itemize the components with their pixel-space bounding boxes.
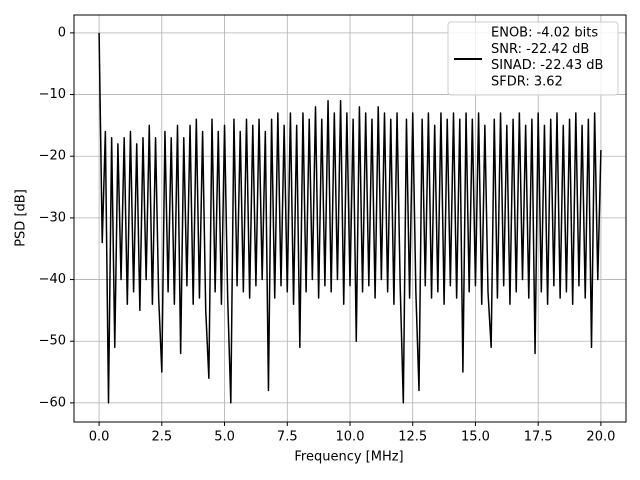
legend-label: SINAD: -22.43 dB <box>491 58 603 73</box>
x-axis-label: Frequency [MHz] <box>294 450 403 465</box>
x-tick-label: 15.0 <box>461 430 490 445</box>
x-tick-label: 20.0 <box>586 430 615 445</box>
legend-label: SFDR: 3.62 <box>491 74 563 89</box>
x-tick-label: 7.5 <box>277 430 298 445</box>
y-axis-label: PSD [dB] <box>14 189 29 247</box>
legend-label: ENOB: -4.02 bits <box>491 26 598 41</box>
y-tick-label: −30 <box>39 210 66 225</box>
y-tick-label: −10 <box>39 87 66 102</box>
y-tick-label: −40 <box>39 272 66 287</box>
psd-line <box>98 32 602 404</box>
y-tick-label: 0 <box>58 25 66 40</box>
y-tick-label: −50 <box>39 334 66 349</box>
y-tick-label: −20 <box>39 149 66 164</box>
x-tick-label: 12.5 <box>398 430 427 445</box>
x-tick-label: 17.5 <box>524 430 553 445</box>
axes-frame <box>73 14 627 423</box>
legend-box <box>447 21 619 96</box>
x-tick-label: 2.5 <box>151 430 172 445</box>
x-tick-label: 10.0 <box>336 430 365 445</box>
x-tick-label: 5.0 <box>214 430 235 445</box>
legend-label: SNR: -22.42 dB <box>491 42 589 57</box>
y-tick-label: −60 <box>39 395 66 410</box>
x-tick-label: 0.0 <box>89 430 110 445</box>
